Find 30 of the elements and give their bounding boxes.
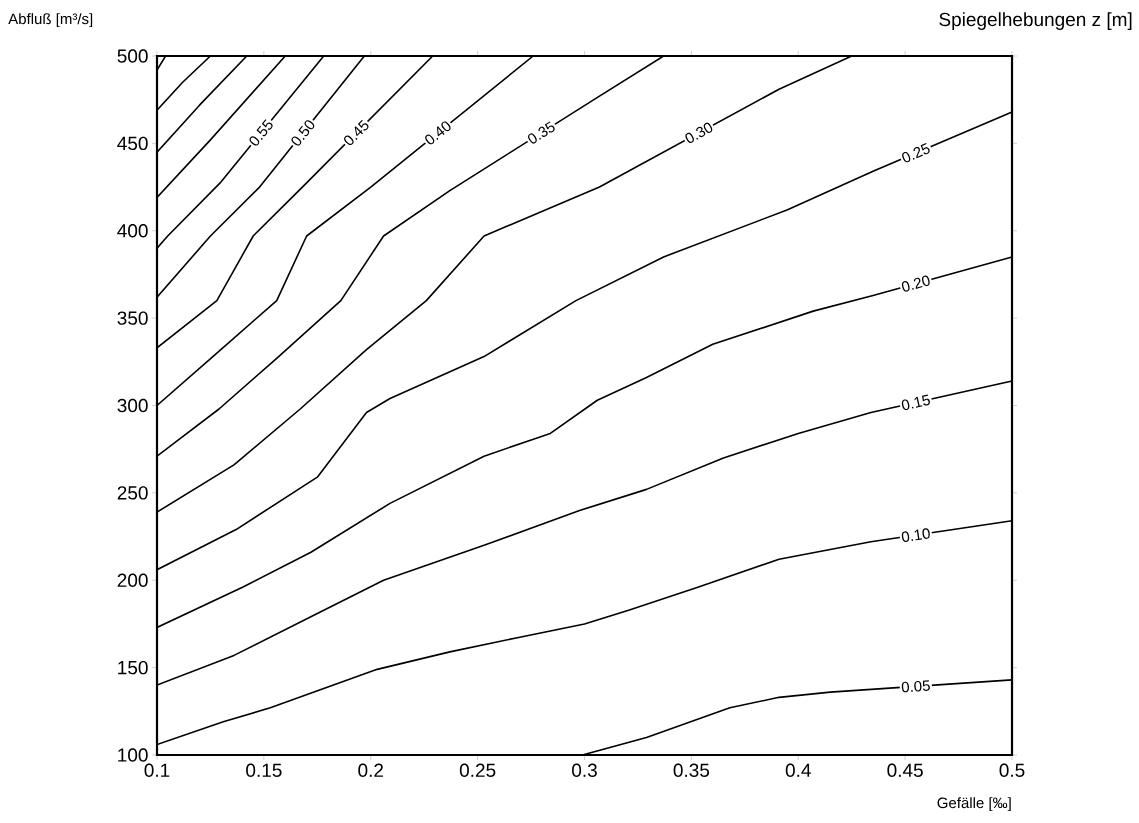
- x-tick-label: 0.45: [887, 763, 923, 777]
- y-tick-label: 300: [117, 398, 148, 413]
- y-tick-label: 450: [117, 136, 148, 151]
- y-tick-label: 350: [117, 311, 148, 325]
- y-axis-title: Abfluß [m³/s]: [8, 13, 93, 28]
- x-tick-label: 0.35: [673, 763, 710, 777]
- x-tick-label: 0.5: [999, 763, 1025, 777]
- text: 0.25: [902, 143, 930, 163]
- x-tick-label: 0.15: [246, 763, 282, 777]
- text: 0.15: [901, 394, 930, 411]
- text: 0.45: [344, 119, 369, 146]
- text: 0.35: [528, 121, 555, 144]
- series-label: 0.05: [901, 680, 930, 693]
- x-tick-label: 0.2: [358, 763, 384, 777]
- x-tick-label: 0.4: [785, 763, 811, 777]
- y-tick-label: 400: [117, 224, 148, 238]
- text: 0.30: [685, 122, 713, 143]
- chart-title: Spiegelhebungen z [m]: [939, 12, 1132, 30]
- y-tick-label: 200: [117, 573, 148, 587]
- y-tick-label: 100: [118, 748, 148, 762]
- text: 0.40: [425, 121, 451, 145]
- text: 0.20: [901, 275, 930, 292]
- y-tick-label: 500: [117, 49, 148, 63]
- y-tick-label: 150: [118, 660, 148, 675]
- x-axis-title: Gefälle [‰]: [937, 797, 1011, 812]
- y-tick-label: 250: [117, 486, 148, 500]
- text: 0.10: [901, 528, 930, 542]
- x-tick-label: 0.1: [144, 763, 170, 777]
- x-tick-label: 0.3: [572, 763, 597, 777]
- x-tick-label: 0.25: [459, 763, 496, 777]
